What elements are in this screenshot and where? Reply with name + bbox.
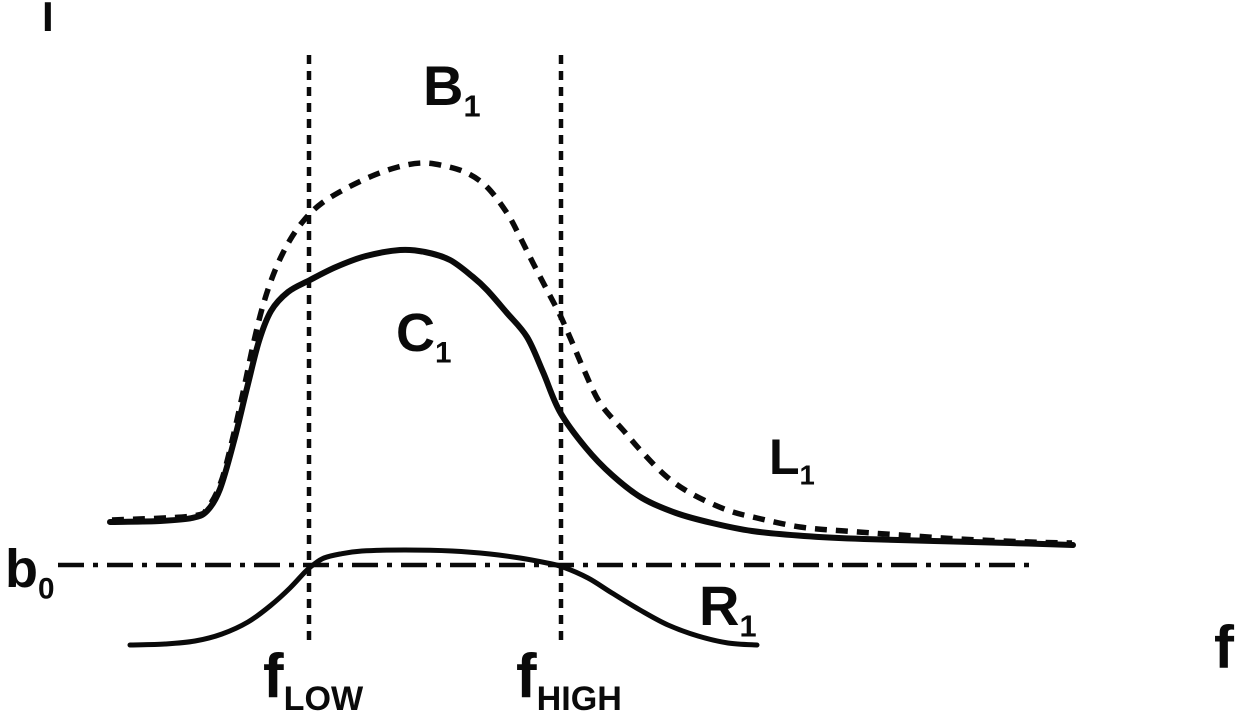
label-b0-base: b: [5, 539, 38, 599]
label-b1-base: B: [423, 54, 463, 117]
label-c1-base: C: [396, 303, 435, 363]
label-l1-sub: 1: [799, 459, 815, 491]
label-l1-base: L: [769, 429, 800, 485]
label-r1-sub: 1: [739, 608, 757, 644]
y-axis-label-text: I: [42, 0, 54, 40]
label-f-high-sub: HIGH: [536, 679, 622, 718]
y-axis-label: I: [42, 0, 54, 40]
x-axis-label: f: [1214, 618, 1234, 678]
curve-b1: [111, 160, 1073, 546]
label-f-low-sub: LOW: [283, 679, 364, 718]
label-b0-sub: 0: [38, 572, 55, 606]
label-c1: C1: [396, 303, 452, 367]
label-r1: R1: [699, 578, 757, 642]
label-b1-sub: 1: [463, 88, 481, 124]
label-b0: b0: [5, 539, 55, 603]
label-f-low-base: f: [263, 642, 284, 711]
label-b1: B1: [423, 58, 481, 122]
x-axis-label-text: f: [1214, 614, 1234, 681]
label-f-low: fLOW: [263, 646, 363, 717]
label-f-high-base: f: [516, 642, 537, 711]
curve-r1: [127, 547, 760, 648]
label-r1-base: R: [699, 574, 739, 637]
curve-c1: [107, 246, 1076, 548]
label-l1: L1: [769, 429, 815, 488]
label-f-high: fHIGH: [516, 646, 622, 717]
label-c1-sub: 1: [435, 336, 452, 370]
